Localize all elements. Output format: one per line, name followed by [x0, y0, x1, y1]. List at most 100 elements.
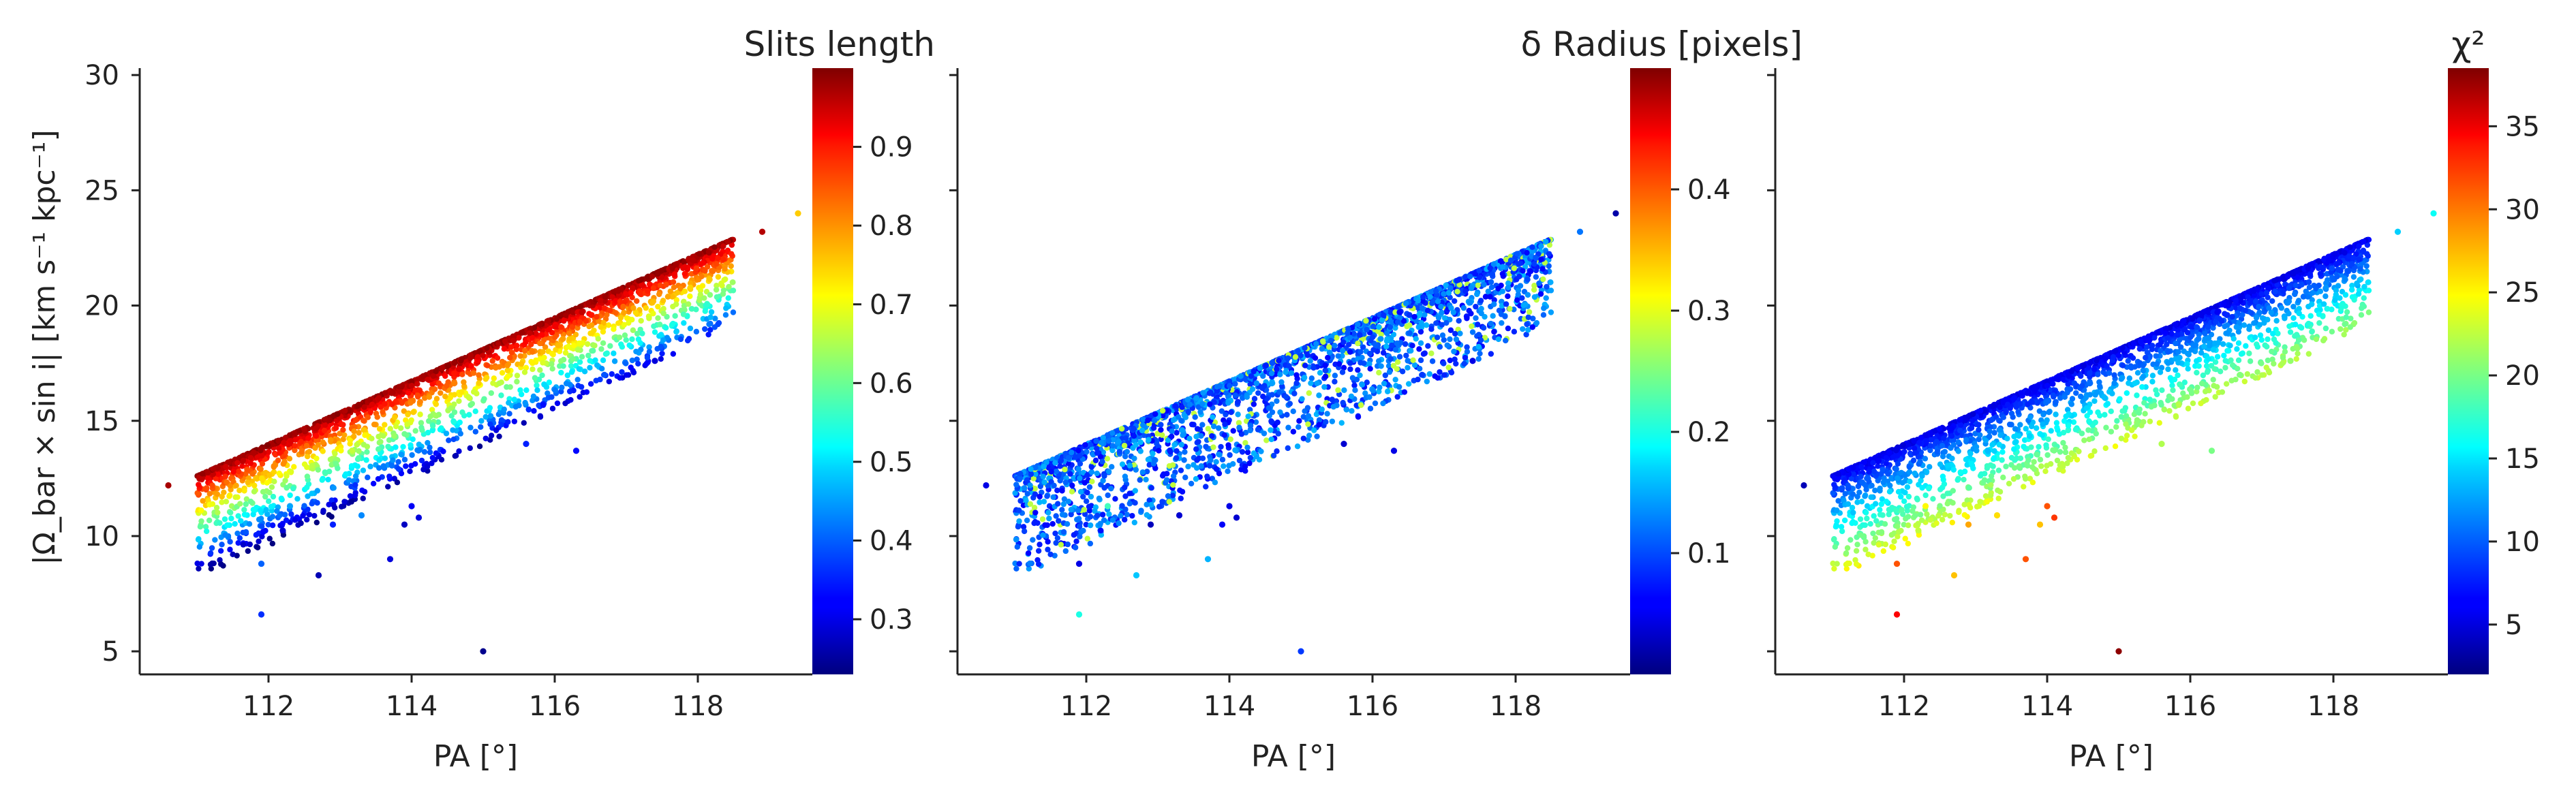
data-point	[716, 319, 722, 326]
data-point	[1405, 381, 1412, 387]
data-point	[281, 458, 288, 465]
data-point	[352, 482, 358, 488]
data-point	[521, 369, 528, 375]
data-point	[387, 426, 393, 432]
data-point	[1396, 384, 1402, 390]
data-point	[481, 396, 487, 402]
data-point	[1017, 498, 1024, 504]
data-point	[1329, 418, 1336, 424]
data-point	[212, 537, 218, 543]
colorbar-ticks: 0.30.40.50.60.70.80.9	[853, 132, 913, 636]
data-point	[507, 354, 513, 361]
data-point	[534, 382, 540, 388]
data-point	[217, 520, 223, 526]
data-point	[494, 355, 501, 361]
data-point	[350, 433, 357, 439]
data-point	[304, 484, 310, 490]
data-point	[227, 539, 233, 545]
data-point	[643, 304, 649, 311]
data-point	[221, 516, 228, 522]
data-point	[1302, 362, 1308, 369]
data-point	[722, 312, 729, 318]
data-point	[552, 323, 559, 330]
data-point	[602, 351, 609, 357]
data-point	[408, 442, 414, 448]
data-point	[693, 265, 699, 271]
data-point	[420, 373, 426, 379]
data-point	[209, 560, 215, 567]
data-point	[1499, 288, 1506, 294]
data-point	[508, 349, 515, 356]
data-point	[356, 430, 362, 436]
data-point	[663, 281, 669, 288]
data-point	[1403, 352, 1409, 359]
data-point	[269, 514, 276, 520]
data-point	[233, 482, 239, 488]
data-point	[1516, 261, 1522, 267]
data-point	[630, 369, 637, 376]
data-point	[1185, 463, 1191, 470]
data-point	[1144, 512, 1150, 518]
data-point	[1109, 443, 1116, 449]
data-point	[257, 516, 263, 523]
data-point	[1444, 342, 1450, 348]
data-point	[217, 548, 224, 554]
data-point	[1105, 438, 1112, 444]
data-point	[628, 290, 634, 296]
data-point	[1335, 387, 1341, 393]
data-point	[1358, 349, 1364, 355]
data-point	[376, 426, 383, 432]
data-point	[292, 447, 298, 454]
data-point	[363, 457, 369, 463]
data-point	[630, 305, 637, 311]
data-point	[1229, 460, 1236, 467]
data-point	[409, 382, 415, 389]
data-point	[1388, 342, 1395, 349]
data-point	[670, 320, 676, 327]
data-point	[639, 330, 645, 337]
data-point	[1460, 304, 1467, 311]
data-point	[311, 512, 318, 519]
data-point	[549, 405, 556, 411]
data-point	[615, 320, 622, 326]
data-point	[287, 492, 293, 499]
data-point	[1150, 425, 1157, 431]
data-point	[385, 443, 391, 450]
data-point	[1099, 512, 1106, 518]
data-point	[1274, 366, 1280, 373]
data-point	[658, 343, 664, 350]
data-point	[288, 469, 294, 475]
data-point	[196, 565, 202, 572]
data-point	[558, 369, 564, 376]
data-point	[213, 475, 219, 482]
data-point	[313, 519, 320, 526]
data-point	[646, 315, 652, 322]
data-point	[451, 380, 457, 387]
data-point	[195, 536, 202, 543]
data-point	[1457, 330, 1463, 337]
data-point	[1452, 330, 1458, 337]
data-point	[562, 349, 569, 356]
data-point	[314, 500, 320, 506]
data-point	[1408, 347, 1414, 354]
data-point	[265, 498, 272, 505]
data-point	[304, 453, 311, 460]
data-point	[537, 413, 544, 420]
data-point	[1098, 527, 1104, 534]
data-point	[1511, 328, 1518, 335]
data-point	[1396, 354, 1403, 360]
data-point	[433, 450, 440, 456]
data-point	[649, 273, 656, 280]
data-point	[200, 471, 206, 477]
data-point	[1527, 268, 1534, 275]
data-point	[1193, 475, 1199, 482]
data-point	[620, 303, 626, 310]
data-point	[425, 376, 431, 383]
data-point	[496, 380, 502, 386]
data-point	[276, 450, 283, 456]
x-tick-label: 118	[672, 691, 724, 722]
data-point	[712, 315, 718, 322]
data-point	[670, 279, 677, 285]
data-point	[698, 261, 704, 267]
data-point	[539, 332, 545, 338]
